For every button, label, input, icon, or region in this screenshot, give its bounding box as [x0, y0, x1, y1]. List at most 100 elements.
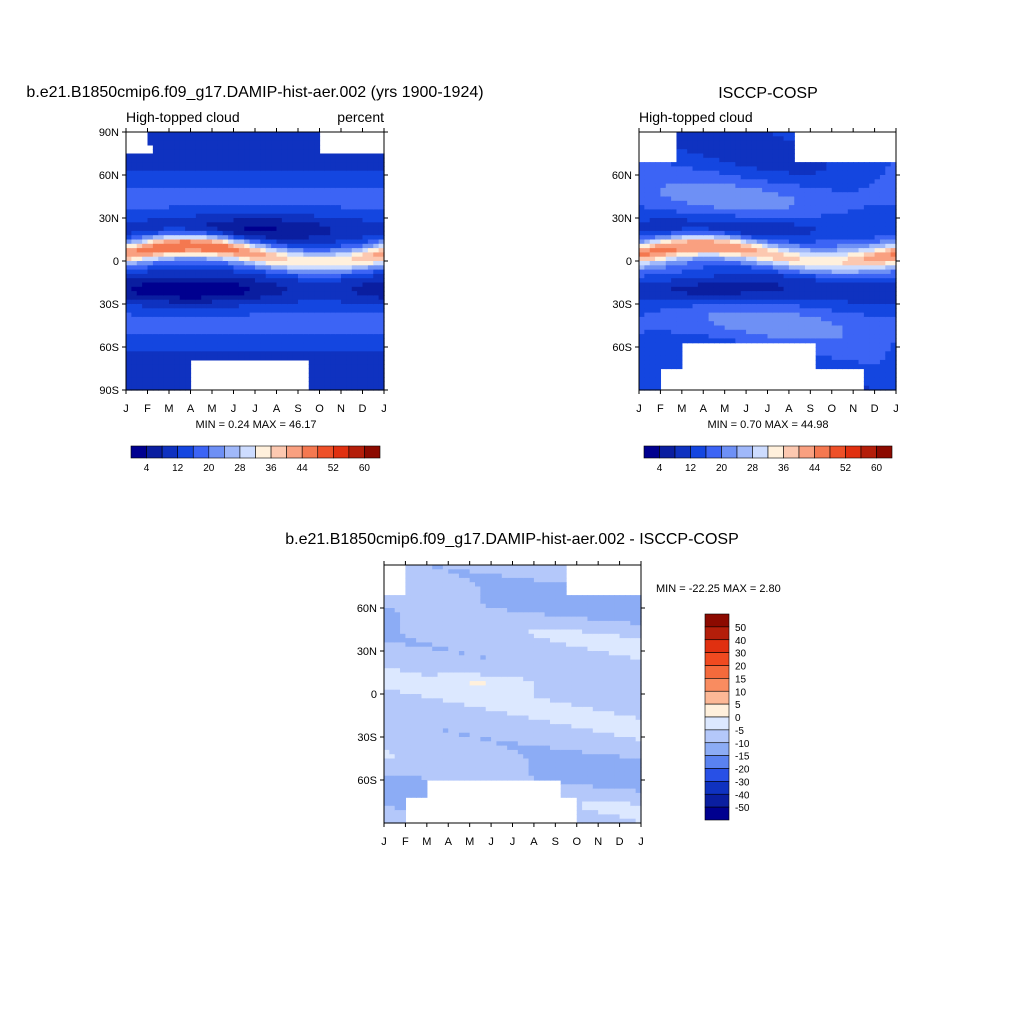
heatmap-cell	[869, 222, 876, 228]
heatmap-cell	[708, 248, 715, 253]
heatmap-cell	[724, 222, 731, 228]
heatmap-cell	[233, 334, 240, 339]
heatmap-cell	[703, 218, 710, 223]
heatmap-cell	[190, 222, 197, 228]
heatmap-cell	[249, 235, 256, 241]
heatmap-cell	[249, 312, 256, 318]
heatmap-cell	[351, 213, 358, 219]
heatmap-cell	[831, 230, 838, 236]
heatmap-cell	[228, 166, 235, 172]
heatmap-cell	[357, 377, 364, 382]
heatmap-cell	[713, 278, 720, 284]
heatmap-cell	[136, 278, 143, 284]
heatmap-cell	[644, 179, 651, 185]
heatmap-cell	[655, 329, 662, 335]
heatmap-cell	[152, 265, 159, 271]
heatmap-cell	[174, 381, 181, 387]
heatmap-cell	[762, 218, 769, 223]
heatmap-cell	[228, 312, 235, 318]
heatmap-cell	[281, 157, 288, 163]
heatmap-cell	[660, 192, 667, 198]
heatmap-cell	[152, 149, 159, 155]
heatmap-cell	[303, 329, 310, 335]
heatmap-cell	[783, 183, 790, 189]
heatmap-cell	[362, 170, 369, 176]
heatmap-cell	[863, 342, 870, 348]
heatmap-cell	[367, 351, 374, 357]
heatmap-cell	[298, 286, 304, 292]
heatmap-cell	[201, 179, 208, 185]
heatmap-cell	[314, 179, 321, 185]
heatmap-cell	[265, 196, 272, 202]
heatmap-cell	[265, 170, 272, 176]
heatmap-cell	[869, 269, 876, 275]
heatmap-cell	[319, 342, 326, 348]
heatmap-cell	[767, 136, 774, 142]
heatmap-cell	[319, 286, 326, 292]
heatmap-cell	[260, 226, 267, 232]
heatmap-cell	[821, 269, 827, 275]
heatmap-cell	[292, 291, 299, 296]
heatmap-cell	[735, 136, 742, 142]
heatmap-cell	[842, 243, 849, 249]
heatmap-cell	[330, 222, 337, 228]
heatmap-cell	[869, 235, 876, 241]
heatmap-cell	[222, 153, 229, 159]
heatmap-cell	[655, 239, 662, 245]
heatmap-cell	[649, 209, 656, 215]
heatmap-cell	[201, 157, 208, 163]
heatmap-cell	[357, 291, 364, 296]
heatmap-cell	[874, 218, 881, 223]
heatmap-cell	[756, 166, 763, 172]
heatmap-cell	[671, 299, 678, 305]
heatmap-cell	[730, 261, 736, 266]
heatmap-cell	[874, 295, 881, 301]
heatmap-cell	[842, 187, 849, 193]
heatmap-cell	[778, 166, 785, 172]
heatmap-cell	[687, 316, 694, 322]
heatmap-cell	[772, 312, 779, 318]
heatmap-cell	[169, 381, 175, 387]
heatmap-cell	[330, 248, 337, 253]
heatmap-cell	[708, 316, 715, 322]
heatmap-cell	[126, 196, 132, 202]
heatmap-cell	[303, 144, 310, 150]
heatmap-cell	[163, 329, 170, 335]
heatmap-cell	[212, 209, 218, 215]
heatmap-cell	[281, 286, 288, 292]
heatmap-cell	[174, 239, 181, 245]
heatmap-cell	[335, 153, 342, 159]
heatmap-cell	[794, 166, 801, 172]
heatmap-cell	[826, 179, 833, 185]
heatmap-cell	[217, 299, 224, 305]
heatmap-cell	[335, 230, 342, 236]
heatmap-cell	[131, 334, 138, 339]
heatmap-cell	[179, 170, 186, 176]
heatmap-cell	[783, 295, 790, 301]
heatmap-cell	[195, 230, 202, 236]
heatmap-cell	[853, 252, 860, 258]
heatmap-cell	[692, 183, 699, 189]
heatmap-cell	[772, 157, 779, 163]
heatmap-cell	[858, 291, 865, 296]
heatmap-cell	[324, 316, 331, 322]
heatmap-cell	[751, 166, 758, 172]
heatmap-cell	[319, 385, 326, 391]
heatmap-cell	[126, 222, 132, 228]
heatmap-cell	[271, 316, 278, 322]
heatmap-cell	[185, 248, 192, 253]
heatmap-cell	[799, 192, 806, 198]
heatmap-cell	[163, 256, 170, 262]
heatmap-cell	[858, 261, 865, 266]
heatmap-cell	[815, 295, 822, 301]
heatmap-cell	[783, 256, 790, 262]
heatmap-cell	[298, 179, 304, 185]
heatmap-cell	[222, 140, 229, 146]
heatmap-cell	[373, 308, 380, 314]
heatmap-cell	[367, 200, 374, 206]
heatmap-cell	[772, 166, 779, 172]
heatmap-cell	[265, 230, 272, 236]
heatmap-cell	[735, 291, 742, 296]
heatmap-cell	[287, 347, 294, 352]
heatmap-cell	[767, 248, 774, 253]
